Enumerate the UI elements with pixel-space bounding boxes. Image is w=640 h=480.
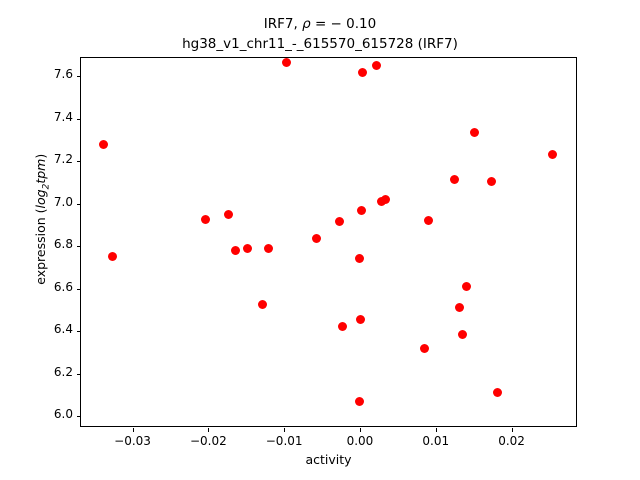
x-axis-label: activity	[305, 452, 352, 467]
data-point	[243, 243, 253, 253]
plot-axes-frame: −0.03 −0.02 −0.01 0.00 0.01 0.02 6.0 6.2 6.4 6.6 6…	[54, 57, 577, 448]
y-axis-tick-label: 6.0	[53, 407, 73, 422]
x-axis-tick-label: −0.03	[114, 434, 151, 448]
y-axis-tick	[77, 246, 81, 248]
data-point	[257, 299, 267, 309]
chart-title-line-2: hg38_v1_chr11_-_615570_615728 (IRF7)	[182, 36, 458, 52]
x-axis-tick-label: 0.00	[346, 434, 374, 448]
data-point	[107, 251, 117, 261]
data-point	[200, 214, 210, 224]
y-axis-tick-label: 7.2	[53, 152, 73, 167]
data-point	[312, 233, 322, 243]
x-axis-tick-label: −0.02	[189, 434, 227, 448]
y-axis-label-prefix: expression (	[32, 208, 48, 285]
data-point	[338, 322, 348, 332]
y-axis-tick	[77, 76, 81, 78]
x-axis-tick	[284, 428, 286, 432]
data-point	[223, 210, 233, 220]
data-point	[231, 246, 241, 256]
x-axis-tick	[511, 428, 513, 432]
y-axis-tick-label: 7.6	[53, 67, 73, 82]
y-axis-tick	[77, 331, 81, 333]
title-rho-value: = − 0.10	[310, 16, 377, 32]
data-point	[356, 315, 366, 325]
x-axis-tick-label: 0.01	[422, 434, 450, 448]
y-axis-tick	[77, 288, 81, 290]
data-point	[99, 139, 109, 149]
data-point	[419, 343, 429, 353]
y-axis-tick-label: 6.6	[53, 279, 73, 294]
data-point	[548, 149, 557, 159]
y-axis-label: expression (log2tpm)	[33, 34, 52, 404]
x-axis-tick	[208, 428, 210, 432]
x-axis-tick-label: −0.01	[265, 434, 303, 448]
data-point	[381, 195, 391, 205]
y-axis-tick	[77, 416, 81, 418]
y-axis-tick	[77, 203, 81, 205]
data-point	[457, 330, 467, 340]
data-point	[354, 397, 364, 407]
y-axis-tick-label: 6.2	[53, 364, 73, 379]
data-point	[454, 302, 464, 312]
x-axis-tick-label: 0.02	[498, 434, 525, 448]
plot-data-area	[81, 58, 576, 426]
y-axis-label-suffix: )	[32, 153, 48, 159]
x-axis-tick	[435, 428, 437, 432]
y-axis-tick	[77, 118, 81, 120]
title-gene-prefix: IRF7,	[263, 16, 303, 32]
data-point	[264, 244, 274, 254]
y-axis-label-log: log	[32, 189, 48, 209]
y-axis-tick-label: 6.8	[53, 237, 73, 252]
y-axis-label-tpm: tpm	[32, 158, 48, 184]
y-axis-tick	[77, 161, 81, 163]
data-point	[357, 67, 367, 77]
data-point	[356, 206, 366, 216]
title-rho-symbol: ρ	[302, 16, 311, 32]
data-point	[469, 128, 479, 138]
data-point	[423, 216, 433, 226]
y-axis-tick-label: 7.0	[53, 194, 73, 209]
data-point	[372, 61, 382, 71]
x-axis-tick	[359, 428, 361, 432]
data-point	[462, 281, 472, 291]
data-point	[334, 217, 344, 227]
data-point	[355, 254, 365, 264]
y-axis-tick-label: 6.4	[53, 322, 73, 337]
y-axis-label-base: 2	[41, 183, 52, 190]
data-point	[493, 388, 503, 398]
y-axis-tick-label: 7.4	[53, 109, 73, 124]
data-point	[486, 177, 496, 187]
data-point	[450, 174, 460, 184]
chart-title-line-1: IRF7, ρ = − 0.10	[0, 14, 640, 34]
y-axis-tick	[77, 373, 81, 375]
chart-title-block: IRF7, ρ = − 0.10 hg38_v1_chr11_-_615570_…	[0, 14, 640, 54]
data-point	[281, 58, 291, 68]
x-axis-tick	[132, 428, 134, 432]
